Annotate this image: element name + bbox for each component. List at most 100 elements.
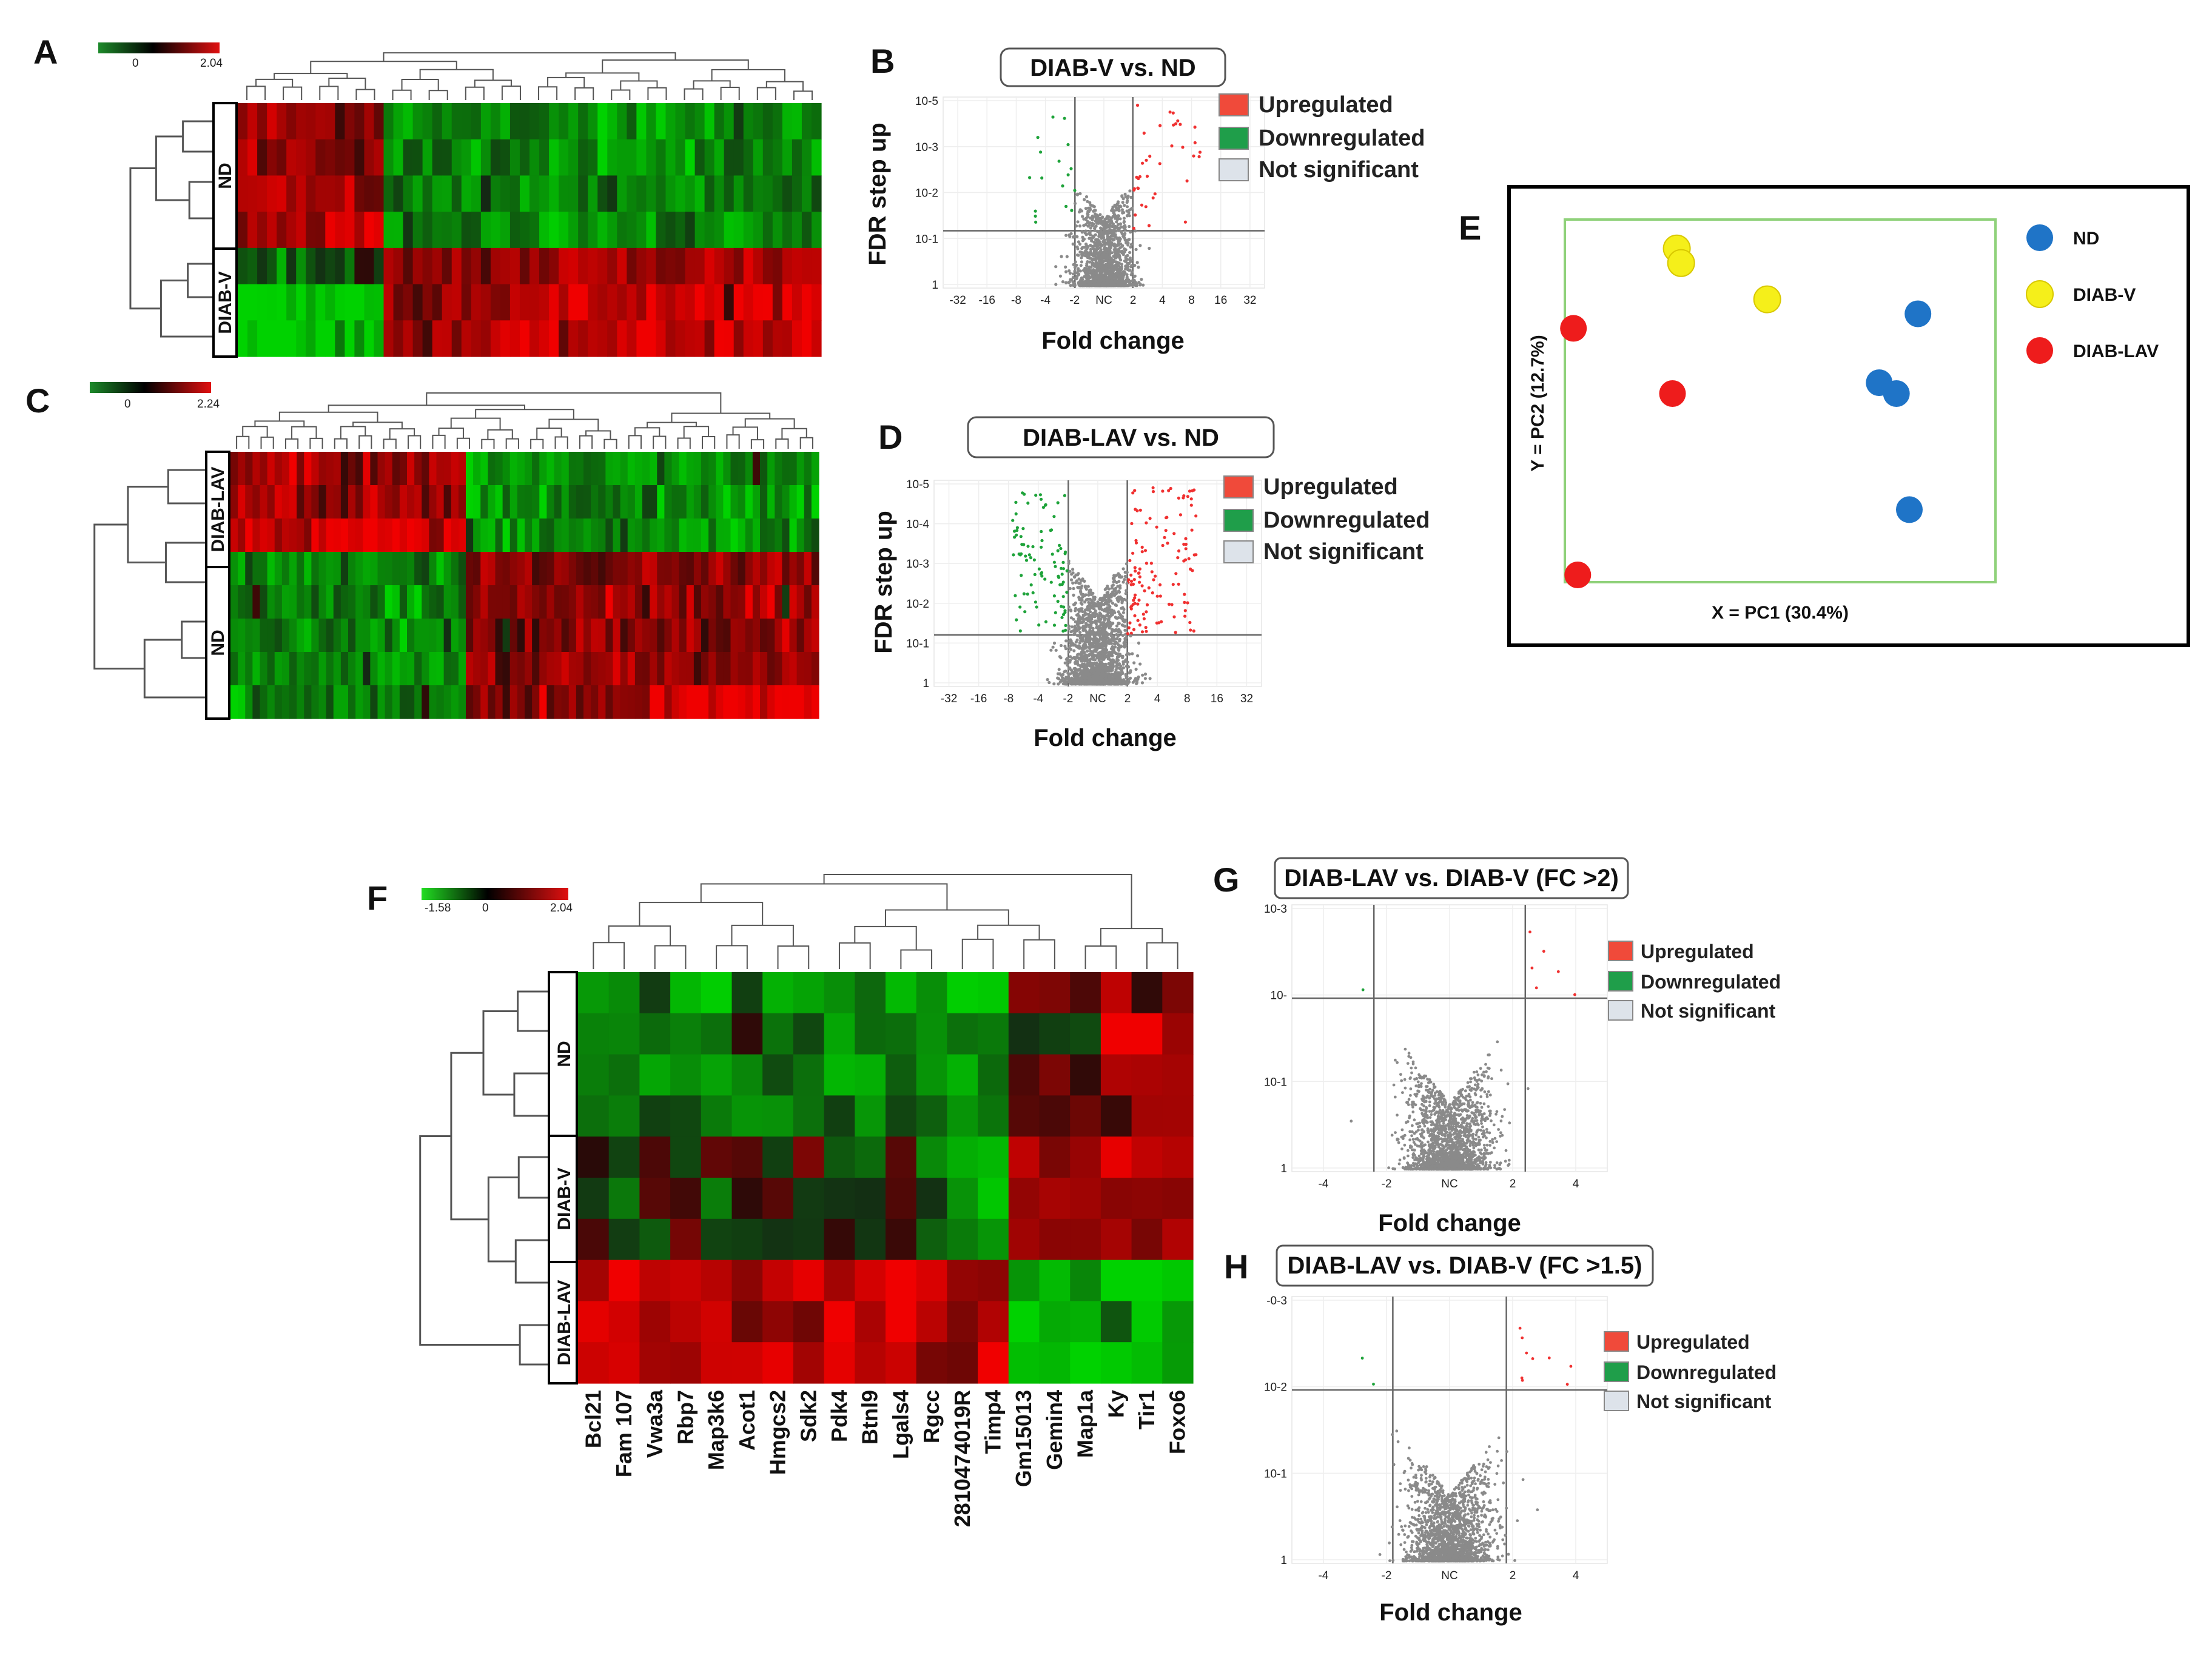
pca-legend-swatch-diablav [2026,337,2053,364]
heatmap-cell [546,652,555,686]
heatmap-cell [745,652,753,686]
volcano-point [1188,489,1192,493]
heatmap-cell [370,452,378,486]
heatmap-cell [326,519,334,552]
heatmap-cell [340,652,349,686]
x-tick-label: -8 [1003,693,1014,705]
heatmap-cell [642,452,650,486]
heatmap-cell [354,284,365,321]
heatmap-cell [260,519,268,552]
volcano-point [1077,656,1081,660]
heatmap-cell [370,485,378,519]
heatmap-cell [801,247,812,285]
volcano-point [1129,243,1134,246]
volcano-point [1040,176,1044,180]
heatmap-cell [620,519,628,552]
dendrogram-link [530,438,544,449]
volcano-point [1105,253,1109,257]
heatmap-cell [701,485,709,519]
heatmap-cell [613,652,621,686]
heatmap-cell [393,139,404,176]
heatmap-cell [509,212,520,249]
volcano-point [1122,645,1126,648]
heatmap-cell [772,247,783,285]
volcano-point [1137,599,1141,602]
heatmap-cell [267,485,275,519]
volcano-point [1054,648,1058,652]
volcano-point [1020,543,1024,546]
volcano-point [1138,662,1142,666]
heatmap-cell [738,485,746,519]
volcano-point [1126,194,1130,198]
volcano-point [1087,255,1091,259]
heatmap-cell [679,552,687,586]
heatmap-cell [451,284,462,321]
heatmap-cell [532,485,540,519]
heatmap-cell [549,103,559,140]
heatmap-cell [738,585,746,619]
volcano-point [1081,649,1085,653]
volcano-point [1185,179,1189,183]
heatmap-cell [281,685,290,719]
volcano-point [1172,123,1175,127]
heatmap-cell [671,552,680,586]
volcano-point [1172,532,1176,535]
heatmap-cell [289,585,297,619]
heatmap-cell [716,519,724,552]
heatmap-cell [274,452,283,486]
heatmap-cell [646,139,657,176]
heatmap-cell [578,284,588,321]
heatmap-a [238,103,822,357]
heatmap-cell [650,452,657,486]
volcano-point [1075,661,1079,665]
volcano-point [1114,250,1117,254]
dendrogram-link [310,61,457,74]
volcano-point [1081,676,1084,679]
volcano-point [1101,265,1105,269]
column-dendrogram-f [593,874,1178,969]
volcano-point [1104,223,1109,227]
heatmap-cell [597,284,608,321]
heatmap-cell [315,139,326,176]
volcano-point [1112,248,1116,252]
dendrogram-link [328,78,366,90]
heatmap-cell [432,212,443,249]
heatmap-cell [620,652,628,686]
heatmap-cell [796,519,805,552]
volcano-point [1151,490,1155,494]
volcano-point [1067,269,1071,273]
heatmap-cell [399,485,408,519]
volcano-point [1101,627,1104,631]
heatmap-cell [657,552,665,586]
dendrogram-link [188,181,213,220]
volcano-point [1080,592,1083,596]
heatmap-cell [414,452,422,486]
volcano-point [1088,646,1092,649]
volcano-point [1134,247,1138,251]
pca-point-diab-v [1667,249,1695,277]
heatmap-cell [636,247,647,285]
volcano-point [1132,275,1136,278]
volcano-point [1081,626,1084,629]
heatmap-cell [656,284,667,321]
heatmap-cell [257,103,267,140]
volcano-point [1019,535,1023,539]
heatmap-cell [414,519,422,552]
heatmap-cell [363,552,371,586]
heatmap-cell [509,284,520,321]
volcano-point [1014,500,1018,505]
heatmap-cell [685,175,696,212]
volcano-point [1075,622,1079,626]
heatmap-cell [451,519,459,552]
volcano-point [1040,545,1043,549]
heatmap-cell [436,485,445,519]
volcano-point [1138,580,1141,584]
volcano-point [1071,568,1075,571]
heatmap-cell [693,552,702,586]
heatmap-cell [767,452,775,486]
heatmap-cell [267,320,277,357]
heatmap-cell [947,1054,978,1096]
heatmap-cell [685,139,696,176]
heatmap-cell [432,284,443,321]
heatmap-cell [642,652,650,686]
